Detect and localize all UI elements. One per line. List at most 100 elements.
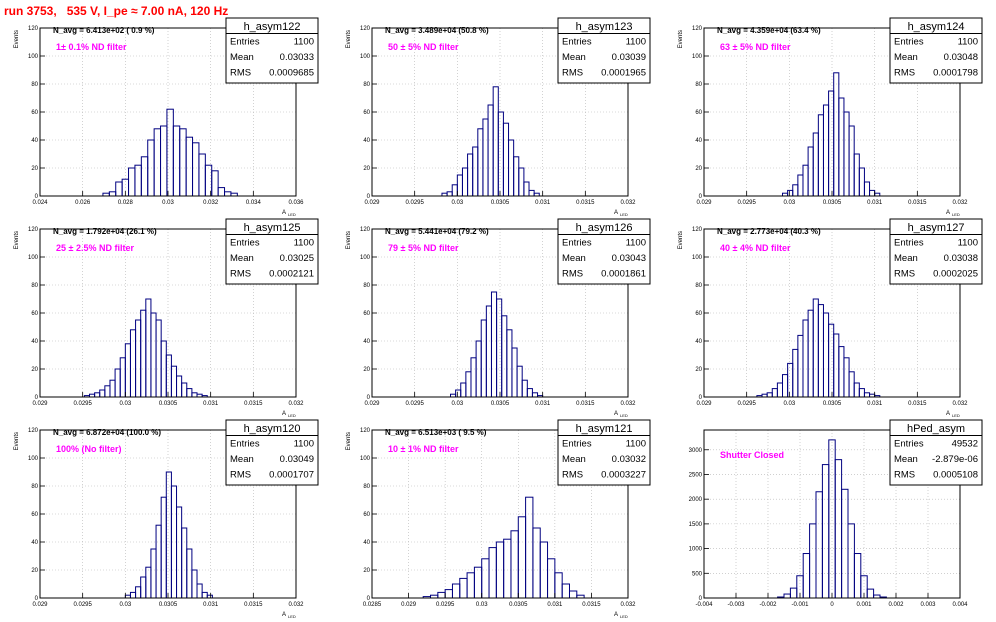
y-tick-label: 0 bbox=[35, 395, 39, 401]
stats-label: RMS bbox=[230, 269, 251, 280]
y-tick-label: 80 bbox=[363, 484, 370, 490]
stats-value: 0.0002025 bbox=[933, 269, 978, 280]
x-axis-label: A bbox=[946, 411, 950, 417]
histogram-bar bbox=[508, 139, 515, 197]
histogram-bar bbox=[817, 114, 824, 197]
histogram-bar bbox=[176, 506, 183, 599]
y-tick-label: 100 bbox=[360, 255, 371, 261]
x-tick-label: 0.036 bbox=[288, 200, 304, 206]
stats-box-frame bbox=[557, 419, 651, 486]
x-axis-label-subscript: LED bbox=[620, 212, 628, 217]
y-tick-label: 120 bbox=[28, 227, 39, 233]
histogram-bar bbox=[455, 389, 462, 398]
y-tick-label: 500 bbox=[692, 571, 703, 577]
y-tick-label: 20 bbox=[363, 367, 370, 373]
stats-label: Entries bbox=[894, 37, 924, 48]
histogram-bar bbox=[503, 538, 512, 599]
x-tick-label: 0.0305 bbox=[491, 200, 510, 206]
y-tick-label: 40 bbox=[363, 540, 370, 546]
stats-box: h_asym121 Entries 1100 Mean 0.03032 RMS 0.0003… bbox=[557, 419, 651, 486]
x-tick-label: -0.004 bbox=[695, 602, 713, 608]
histogram-name: h_asym127 bbox=[908, 222, 965, 234]
stats-value: 0.0001707 bbox=[269, 470, 314, 481]
navg-label: N_avg = 6.513e+03 ( 9.5 %) bbox=[385, 428, 487, 437]
x-tick-label: 0.0315 bbox=[244, 602, 263, 608]
histogram-bar bbox=[792, 184, 799, 197]
x-tick-label: 0.0315 bbox=[244, 401, 263, 407]
histogram-panel-h_asym127: 0.029 0.0295 0.03 0.0305 0.031 0.0315 0.032 0 20… bbox=[678, 218, 983, 418]
stats-box: h_asym125 Entries 1100 Mean 0.03025 RMS 0.0002… bbox=[225, 218, 319, 285]
y-tick-label: 40 bbox=[31, 339, 38, 345]
histogram-bar bbox=[150, 312, 157, 398]
histogram-bar bbox=[165, 354, 172, 398]
stats-value: 0.03049 bbox=[280, 454, 314, 465]
stats-value: 1100 bbox=[626, 238, 646, 249]
histogram-bar bbox=[124, 343, 131, 398]
histogram-bar bbox=[802, 553, 811, 599]
x-tick-label: 0.029 bbox=[364, 401, 380, 407]
y-tick-label: 60 bbox=[363, 311, 370, 317]
histogram-bar bbox=[782, 374, 789, 398]
histogram-bar bbox=[497, 111, 504, 197]
histogram-bar bbox=[841, 488, 849, 599]
histogram-panel-h_asym122: 0.024 0.026 0.028 0.03 0.032 0.034 0.036 0 20 40 6… bbox=[14, 17, 319, 217]
histogram-bar bbox=[481, 558, 490, 599]
ticks bbox=[371, 228, 629, 398]
histogram-bar bbox=[495, 541, 505, 599]
x-axis-label: A bbox=[282, 612, 286, 618]
x-tick-label: 0.031 bbox=[547, 602, 563, 608]
histogram-bar bbox=[847, 523, 855, 599]
histogram-name: h_asym125 bbox=[244, 222, 301, 234]
histogram-bar bbox=[822, 312, 830, 398]
histogram-bar bbox=[787, 189, 794, 197]
histogram-bar bbox=[525, 496, 534, 599]
x-tick-label: 0.029 bbox=[364, 200, 380, 206]
ticks bbox=[703, 449, 961, 599]
histogram-bar bbox=[166, 108, 174, 197]
y-tick-label: 0 bbox=[367, 194, 371, 200]
x-axis-label: A bbox=[614, 612, 618, 618]
histogram-bar bbox=[490, 291, 498, 398]
y-tick-label: 0 bbox=[699, 194, 703, 200]
histogram-bar bbox=[145, 566, 152, 599]
histogram-bar bbox=[802, 319, 809, 398]
histogram-bar bbox=[473, 566, 483, 599]
histogram-bar bbox=[853, 153, 860, 197]
stats-value: 0.0001798 bbox=[933, 68, 978, 79]
histogram-bar bbox=[186, 388, 193, 398]
histogram-bar bbox=[863, 392, 871, 398]
stats-label: Mean bbox=[230, 454, 254, 465]
histogram-bar bbox=[822, 104, 830, 197]
x-tick-label: 0.03 bbox=[476, 602, 488, 608]
x-axis-label-subscript: LED bbox=[952, 212, 960, 217]
histogram-bar bbox=[482, 118, 489, 197]
histogram-bar bbox=[496, 298, 503, 398]
histogram-bar bbox=[866, 588, 875, 599]
y-tick-label: 80 bbox=[31, 283, 38, 289]
y-tick-label: 0 bbox=[35, 596, 39, 602]
y-tick-label: 120 bbox=[692, 26, 703, 32]
histogram-bar bbox=[783, 593, 791, 599]
histogram-bar bbox=[459, 577, 468, 599]
x-tick-label: 0.03 bbox=[162, 200, 174, 206]
y-tick-label: 20 bbox=[695, 367, 702, 373]
x-tick-label: 0 bbox=[830, 602, 834, 608]
histogram-bar bbox=[843, 357, 850, 398]
histogram-bar bbox=[776, 382, 784, 398]
y-tick-label: 80 bbox=[363, 82, 370, 88]
histogram-name: h_asym120 bbox=[244, 423, 301, 435]
y-tick-label: 60 bbox=[31, 110, 38, 116]
x-axis-label-subscript: LED bbox=[620, 614, 628, 619]
histogram-bar bbox=[191, 392, 198, 398]
x-axis-label: A bbox=[946, 210, 950, 216]
histogram-bar bbox=[532, 527, 541, 599]
y-axis-label: Events bbox=[14, 30, 20, 48]
y-tick-label: 3000 bbox=[689, 448, 703, 454]
stats-box: hPed_asym Entries 49532 Mean -2.879e-06 RMS 0.… bbox=[889, 419, 983, 486]
histogram-bars bbox=[782, 72, 881, 197]
histogram-name: hPed_asym bbox=[907, 423, 965, 435]
stats-label: Entries bbox=[562, 439, 592, 450]
filter-label: 10 ± 1% ND filter bbox=[388, 444, 459, 454]
x-tick-label: 0.032 bbox=[620, 200, 636, 206]
stats-value: 0.0003227 bbox=[601, 470, 646, 481]
